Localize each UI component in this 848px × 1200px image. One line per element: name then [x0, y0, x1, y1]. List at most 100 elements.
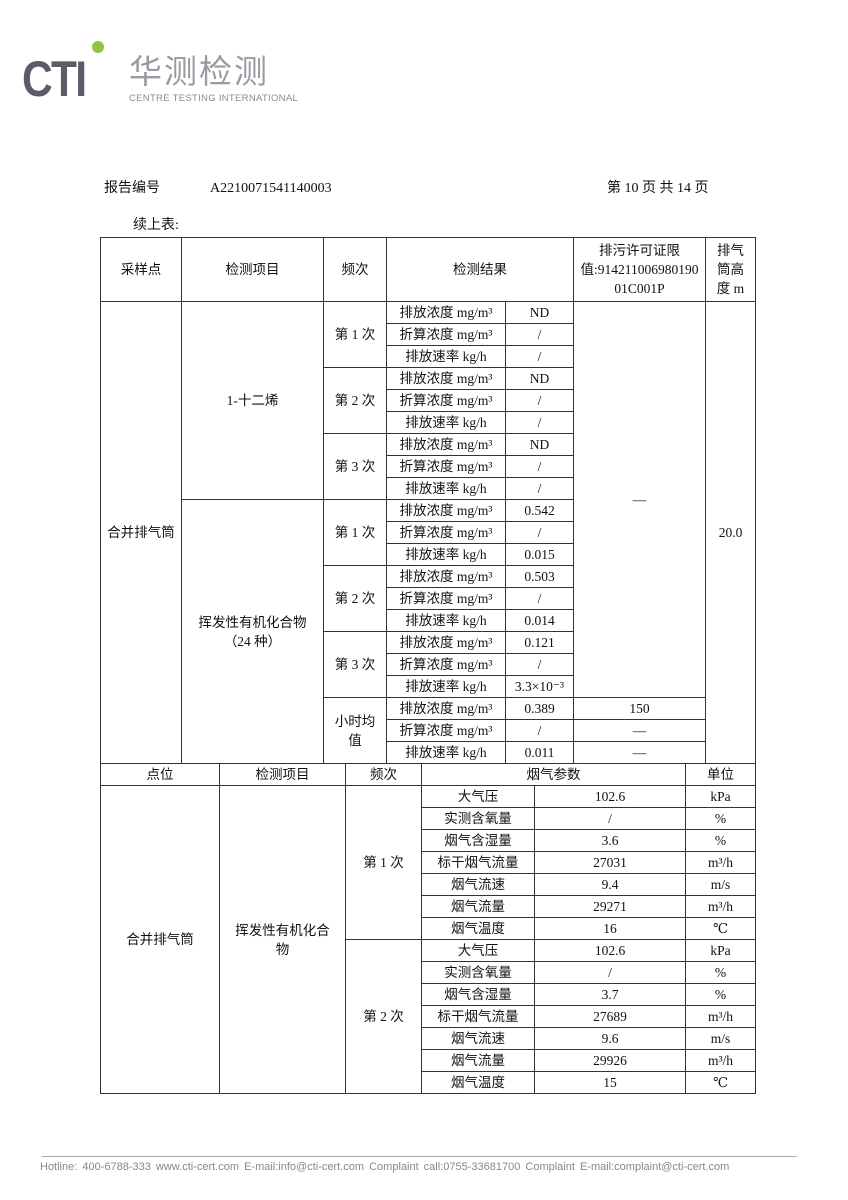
header-item: 检测项目 [219, 763, 346, 786]
measure-label: 折算浓度 mg/m³ [386, 455, 506, 478]
header-freq: 频次 [345, 763, 422, 786]
table-header-row: 点位 检测项目 频次 烟气参数 单位 [100, 763, 756, 786]
measure-label: 排放速率 kg/h [386, 411, 506, 434]
table-row: 合并排气筒 挥发性有机化合物第 1 次大气压 102.6 kPa [100, 785, 756, 1094]
header-unit: 单位 [685, 763, 756, 786]
item-cell: 挥发性有机化合物 [219, 785, 346, 1094]
measure-value: / [505, 653, 574, 676]
param-label: 标干烟气流量 [421, 851, 535, 874]
param-unit: % [685, 807, 756, 830]
param-unit: m³/h [685, 1049, 756, 1072]
logo-brand: CTI [22, 51, 87, 107]
table-header-row: 采样点 检测项目 频次 检测结果 排污许可证限值:914211006980190… [100, 237, 756, 302]
header-freq: 频次 [323, 237, 387, 302]
param-value: 15 [534, 1071, 686, 1094]
page-info: 第 10 页 共 14 页 [607, 181, 709, 196]
table-row: 折算浓度 mg/m³ / [101, 587, 756, 610]
table-row: 挥发性有机化合物（24 种）第 1 次排放浓度 mg/m³ 0.542 [101, 499, 756, 764]
measure-value: 0.542 [505, 499, 574, 522]
table-row: 折算浓度 mg/m³ / [101, 323, 756, 346]
measure-label: 排放速率 kg/h [386, 741, 506, 764]
measure-label: 排放浓度 mg/m³ [386, 697, 506, 720]
param-value: / [534, 961, 686, 984]
measure-value: / [505, 521, 574, 544]
stack-height-cell: 20.0 [705, 301, 756, 764]
header-height: 排气筒高度 m [705, 237, 756, 302]
param-value: 3.6 [534, 829, 686, 852]
table-row: 实测含氧量 /% [101, 807, 756, 830]
param-unit: m³/h [685, 1005, 756, 1028]
site-cell: 合并排气筒 [100, 785, 220, 1094]
measure-label: 折算浓度 mg/m³ [386, 653, 506, 676]
param-label: 烟气温度 [421, 917, 535, 940]
table-row: 折算浓度 mg/m³ / [101, 389, 756, 412]
table-row: 排放速率 kg/h 0.015 [101, 543, 756, 566]
logo-cn-name: 华测检测 [129, 52, 269, 91]
param-label: 标干烟气流量 [421, 1005, 535, 1028]
param-value: 102.6 [534, 785, 686, 808]
param-label: 实测含氧量 [421, 807, 535, 830]
header-site: 采样点 [100, 237, 182, 302]
param-unit: % [685, 829, 756, 852]
freq-cell: 第 3 次 [323, 631, 387, 698]
measure-value: / [505, 455, 574, 478]
measure-value: / [505, 587, 574, 610]
measure-label: 折算浓度 mg/m³ [386, 323, 506, 346]
measure-label: 排放速率 kg/h [386, 675, 506, 698]
site-cell: 合并排气筒 [100, 301, 182, 764]
limit-cell: — [573, 741, 706, 764]
measure-value: 0.389 [505, 697, 574, 720]
measure-value: 0.015 [505, 543, 574, 566]
param-value: 27689 [534, 1005, 686, 1028]
param-value: 29926 [534, 1049, 686, 1072]
param-unit: % [685, 983, 756, 1006]
param-value: 9.4 [534, 873, 686, 896]
param-unit: m³/h [685, 851, 756, 874]
table-row: 折算浓度 mg/m³ / [101, 521, 756, 544]
report-no: A2210071541140003 [210, 181, 332, 196]
logo-dot [92, 41, 104, 53]
freq-cell: 第 1 次 [345, 785, 422, 940]
table-row: 合并排气筒 1-十二烯第 1 次排放浓度 mg/m³ ND —20.0 [100, 301, 756, 764]
measure-value: / [505, 323, 574, 346]
limit-cell: — [573, 301, 706, 698]
table-row: 标干烟气流量 27689 m³/h [101, 1005, 756, 1028]
cti-logo: CTI 华测检测 CENTRE TESTING INTERNATIONAL [22, 40, 322, 110]
header-limit: 排污许可证限值:914211006980190 01C001P [573, 237, 706, 302]
limit-cell: — [573, 719, 706, 742]
footer-contact: Hotline: 400-6788-333 www.cti-cert.com E… [40, 1161, 730, 1173]
table-row: 烟气含湿量 3.6% [101, 829, 756, 852]
header-item: 检测项目 [181, 237, 324, 302]
param-label: 烟气温度 [421, 1071, 535, 1094]
freq-cell: 第 2 次 [323, 565, 387, 632]
param-value: 3.7 [534, 983, 686, 1006]
flue-gas-params-table: 点位 检测项目 频次 烟气参数 单位 合并排气筒 挥发性有机化合物第 1 次大气压… [100, 763, 756, 1094]
emission-results-table: 采样点 检测项目 频次 检测结果 排污许可证限值:914211006980190… [100, 237, 756, 764]
param-value: 29271 [534, 895, 686, 918]
measure-label: 排放浓度 mg/m³ [386, 367, 506, 390]
param-unit: kPa [685, 785, 756, 808]
measure-value: ND [505, 433, 574, 456]
freq-cell: 第 2 次 [345, 939, 422, 1094]
measure-label: 排放速率 kg/h [386, 609, 506, 632]
freq-cell: 第 1 次 [323, 499, 387, 566]
param-label: 大气压 [421, 939, 535, 962]
header-params: 烟气参数 [421, 763, 686, 786]
limit-cell: 150 [573, 697, 706, 720]
measure-label: 折算浓度 mg/m³ [386, 389, 506, 412]
continued-label: 续上表: [133, 218, 179, 233]
param-unit: m/s [685, 873, 756, 896]
param-unit: m/s [685, 1027, 756, 1050]
table-row: 标干烟气流量 27031 m³/h [101, 851, 756, 874]
measure-value: 3.3×10⁻³ [505, 675, 574, 698]
param-label: 烟气流速 [421, 1027, 535, 1050]
param-label: 实测含氧量 [421, 961, 535, 984]
freq-cell: 第 2 次 [323, 367, 387, 434]
freq-cell: 第 1 次 [323, 301, 387, 368]
measure-value: / [505, 719, 574, 742]
measure-value: 0.121 [505, 631, 574, 654]
param-label: 大气压 [421, 785, 535, 808]
param-label: 烟气流速 [421, 873, 535, 896]
measure-value: / [505, 389, 574, 412]
param-label: 烟气含湿量 [421, 983, 535, 1006]
